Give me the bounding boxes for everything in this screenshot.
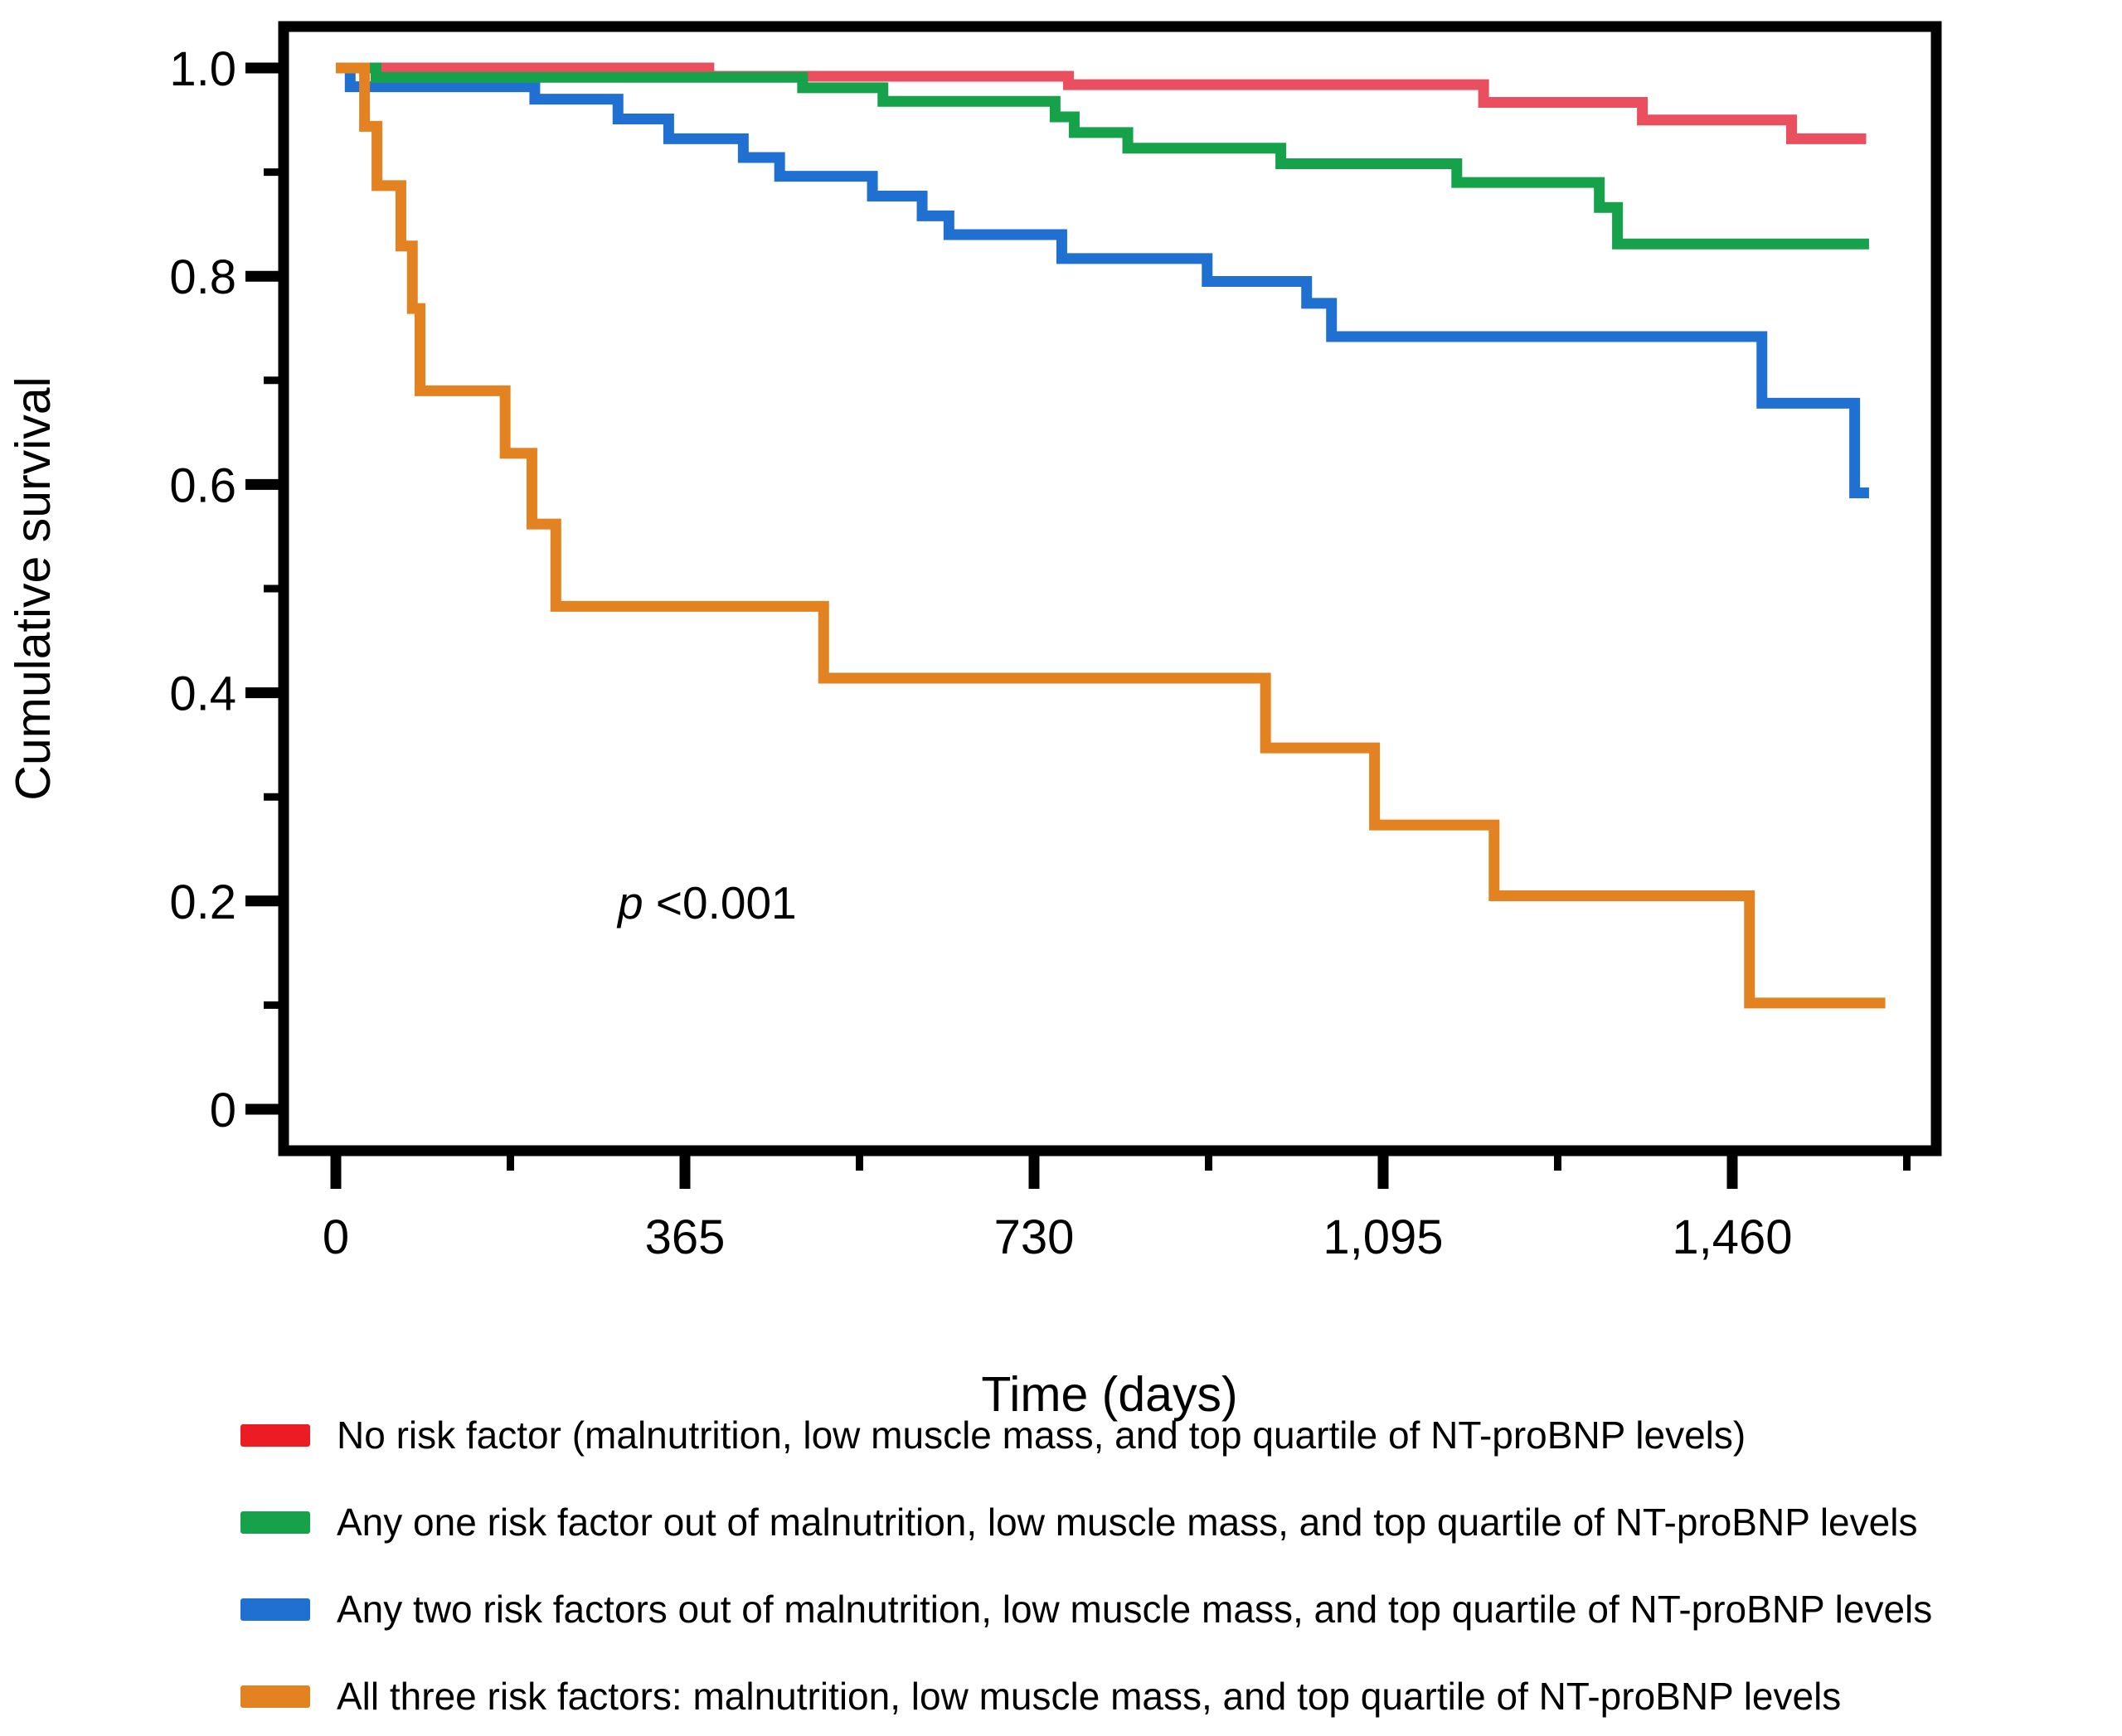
plot-border	[278, 21, 1942, 1157]
y-tick-label: 0.8	[169, 250, 236, 304]
y-axis-ticks	[245, 62, 284, 1115]
y-axis-tick-labels: 1.0 0.8 0.6 0.4 0.2 0	[169, 42, 236, 1137]
x-axis-ticks	[330, 1151, 1911, 1189]
x-tick-label: 365	[645, 1210, 726, 1264]
x-axis-title: Time (days)	[981, 1367, 1237, 1422]
survival-curve-2	[336, 62, 1869, 498]
p-value-symbol: p	[616, 877, 643, 929]
y-tick-label: 0.6	[169, 458, 236, 512]
y-tick-label: 0.4	[169, 667, 236, 721]
x-tick-label: 1,460	[1672, 1210, 1792, 1264]
y-tick-label: 0.2	[169, 875, 236, 929]
survival-curve-1	[336, 62, 1869, 250]
survival-curve-3	[336, 62, 1886, 1009]
x-tick-label: 730	[994, 1210, 1075, 1264]
survival-curves	[336, 62, 1886, 1009]
x-axis-tick-labels: 0 365 730 1,095 1,460	[323, 1210, 1793, 1264]
x-tick-label: 1,095	[1323, 1210, 1443, 1264]
x-tick-label: 0	[323, 1210, 349, 1264]
p-value-annotation: p <0.001	[616, 877, 797, 929]
y-tick-label: 0	[210, 1084, 236, 1137]
y-tick-label: 1.0	[169, 42, 236, 96]
y-axis-title: Cumulative survival	[6, 376, 61, 801]
p-value-number: <0.001	[643, 877, 797, 929]
